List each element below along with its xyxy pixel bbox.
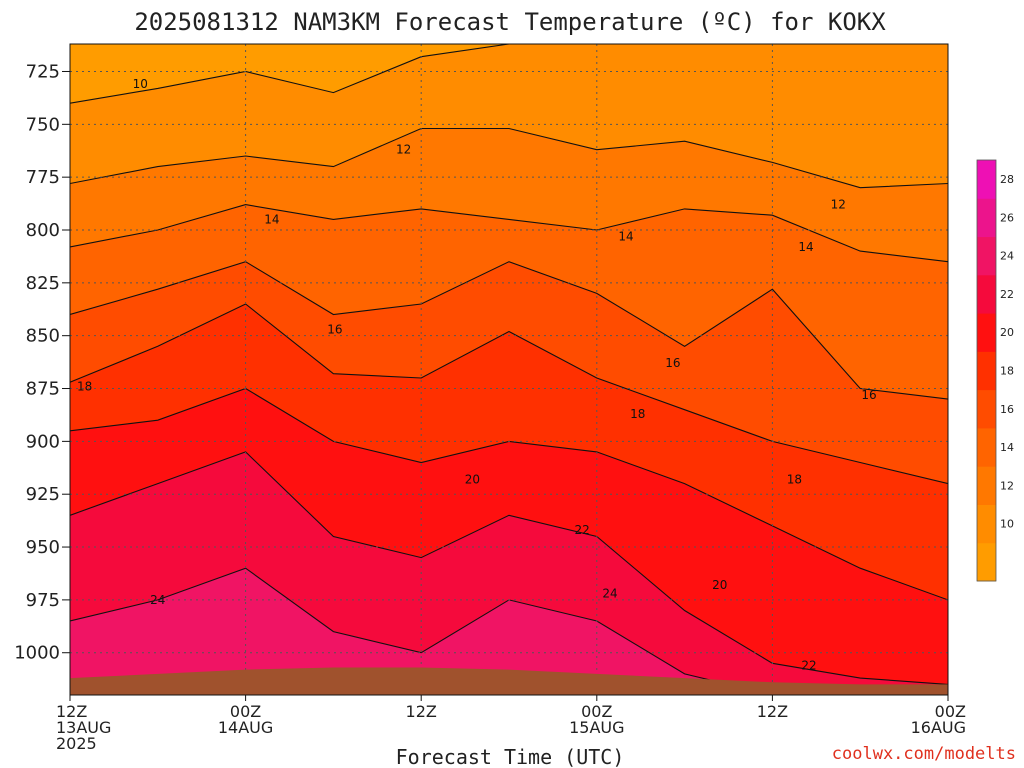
colorbar-swatch-28 [977, 160, 996, 199]
colorbar-label-26: 26 [1000, 211, 1014, 224]
x-tick-label-60-0: 00Z [935, 702, 966, 721]
temperature-fill-bands [70, 44, 948, 695]
isotherm-22 [70, 451, 948, 685]
colorbar-swatch-26 [977, 198, 996, 238]
colorbar-label-28: 28 [1000, 173, 1014, 186]
credit-link[interactable]: coolwx.com/modelts [832, 744, 1016, 764]
x-tick-label-48-0: 12Z [757, 702, 788, 721]
y-tick-label-900: 900 [26, 431, 60, 452]
y-tick-label-850: 850 [26, 326, 60, 347]
chart-title: 2025081312 NAM3KM Forecast Temperature (… [134, 8, 886, 36]
isotherm-14 [70, 204, 948, 263]
x-tick-label-60-1: 16AUG [911, 718, 966, 737]
contour-labels: 10 12 12 14 14 14 16 16 16 18 18 18 20 20 22 22 24 24 [77, 77, 877, 672]
contour-label-16: 16 [327, 322, 342, 336]
colorbar-swatch-12 [977, 466, 996, 505]
contour-label-12: 12 [831, 198, 846, 212]
contour-label-22: 22 [575, 523, 590, 537]
colorbar-legend: 10 12 14 16 18 20 22 24 26 28 [976, 159, 1014, 582]
x-tick-label-0-0: 12Z [56, 702, 87, 721]
colorbar-swatch-10 [977, 504, 996, 544]
x-tick-label-36-0: 00Z [581, 702, 612, 721]
x-tick-label-12-0: 00Z [230, 702, 261, 721]
contour-label-18: 18 [787, 472, 802, 486]
x-tick-label-24-0: 12Z [406, 702, 437, 721]
contour-label-18: 18 [77, 379, 92, 393]
x-tick-label-36-1: 15AUG [569, 718, 624, 737]
y-tick-label-975: 975 [26, 590, 60, 611]
contour-label-16: 16 [665, 356, 680, 370]
x-tick-label-12-1: 14AUG [218, 718, 273, 737]
colorbar-label-20: 20 [1000, 326, 1014, 339]
isotherm-16 [70, 261, 948, 400]
contour-label-10: 10 [133, 77, 148, 91]
y-tick-label-750: 750 [26, 114, 60, 135]
y-tick-label-1000: 1000 [14, 643, 60, 664]
isotherm-12 [70, 127, 948, 189]
contour-label-24: 24 [150, 593, 165, 607]
y-tick-label-725: 725 [26, 61, 60, 82]
y-tick-label-925: 925 [26, 484, 60, 505]
colorbar-label-10: 10 [1000, 518, 1014, 531]
colorbar-label-18: 18 [1000, 365, 1014, 378]
x-axis-label: Forecast Time (UTC) [396, 745, 625, 768]
isotherm-18 [70, 303, 948, 485]
contour-label-12: 12 [396, 143, 411, 157]
y-tick-label-875: 875 [26, 379, 60, 400]
contour-label-18: 18 [630, 407, 645, 421]
contour-label-14: 14 [618, 229, 633, 243]
colorbar-swatch-14 [977, 427, 996, 467]
contour-label-14: 14 [798, 240, 813, 254]
y-axis: 725 750 775 800 825 850 875 900 925 950 975 1000 [14, 61, 70, 664]
contour-label-22: 22 [801, 658, 816, 672]
colorbar-label-12: 12 [1000, 479, 1014, 492]
x-tick-label-0-1: 13AUG [56, 718, 111, 737]
colorbar-swatch-20 [977, 313, 996, 352]
plot-frame [69, 43, 949, 696]
colorbar-frame [976, 159, 997, 582]
contour-label-24: 24 [602, 587, 617, 601]
contour-label-16: 16 [861, 388, 876, 402]
contour-label-14: 14 [264, 212, 279, 226]
colorbar-label-14: 14 [1000, 441, 1014, 454]
ground-area [70, 667, 948, 695]
colorbar-swatch-24 [977, 236, 996, 276]
contour-label-20: 20 [465, 472, 480, 486]
y-tick-label-800: 800 [26, 220, 60, 241]
colorbar-swatch-18 [977, 351, 996, 391]
contour-label-20: 20 [712, 578, 727, 592]
colorbar-label-16: 16 [1000, 403, 1014, 416]
plot-area: 10 12 12 14 14 14 16 16 16 18 18 18 20 20 22 22 24 24 [69, 43, 949, 696]
colorbar-label-22: 22 [1000, 288, 1014, 301]
colorbar-swatch-22 [977, 274, 996, 314]
colorbar-swatch-16 [977, 389, 996, 429]
colorbar-label-24: 24 [1000, 250, 1014, 263]
y-tick-label-950: 950 [26, 537, 60, 558]
isotherm-10 [70, 44, 948, 104]
x-tick-label-0-2: 2025 [56, 734, 97, 753]
y-tick-label-775: 775 [26, 167, 60, 188]
y-tick-label-825: 825 [26, 273, 60, 294]
ground-surface [70, 667, 948, 695]
colorbar-swatch-8 [977, 542, 996, 582]
